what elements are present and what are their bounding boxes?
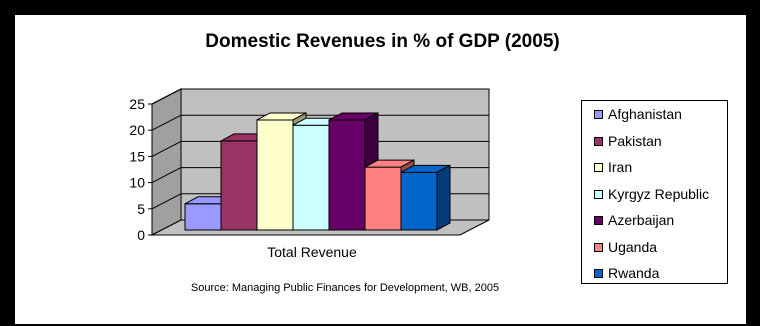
legend-label: Rwanda: [608, 265, 660, 281]
bar-chart-plot: 0 5 10 15 20 25 Total Revenue: [129, 88, 490, 260]
y-tick-label: 20: [129, 122, 145, 138]
legend-label: Afghanistan: [608, 106, 682, 122]
y-tick-label: 5: [137, 201, 145, 217]
gridline-side: [151, 193, 182, 210]
chart-legend: Afghanistan Pakistan Iran Kyrgyz Republic Az…: [581, 100, 728, 284]
legend-label: Azerbaijan: [608, 212, 675, 228]
bar-side: [436, 164, 451, 231]
legend-label: Kyrgyz Republic: [608, 185, 710, 202]
bar-afghanistan: [184, 203, 222, 231]
source-note: Source: Managing Public Finances for Dev…: [190, 282, 500, 294]
gridline-side: [151, 114, 182, 131]
legend-swatch: [594, 269, 603, 278]
side-wall: [151, 88, 182, 236]
legend-swatch: [594, 163, 603, 172]
legend-swatch: [594, 110, 603, 119]
legend-label: Uganda: [608, 238, 658, 255]
bar-uganda: [364, 166, 402, 231]
gridline-side: [151, 140, 182, 157]
chart-frame: Domestic Revenues in % of GDP (2005) 0 5 1…: [13, 13, 748, 324]
legend-swatch: [594, 136, 603, 146]
y-tick-label: 10: [129, 175, 145, 191]
legend-swatch: [594, 242, 603, 252]
bar-pakistan: [220, 140, 258, 231]
bar-azerbaijan: [328, 119, 366, 231]
legend-label: Iran: [608, 159, 633, 175]
gridline-side: [151, 167, 182, 184]
x-category-label: Total Revenue: [267, 244, 357, 260]
y-tick-label: 15: [129, 148, 145, 164]
legend-label: Pakistan: [608, 132, 662, 149]
y-tick-label: 0: [137, 227, 145, 243]
y-tick-label: 25: [129, 96, 145, 112]
chart-title: Domestic Revenues in % of GDP (2005): [205, 31, 560, 52]
legend-swatch: [594, 216, 603, 225]
bar-iran: [256, 119, 294, 231]
bar-rwanda: [400, 171, 438, 231]
bar-kyrgyz-republic: [292, 124, 330, 231]
gridline-side: [151, 88, 182, 105]
legend-swatch: [594, 189, 603, 199]
